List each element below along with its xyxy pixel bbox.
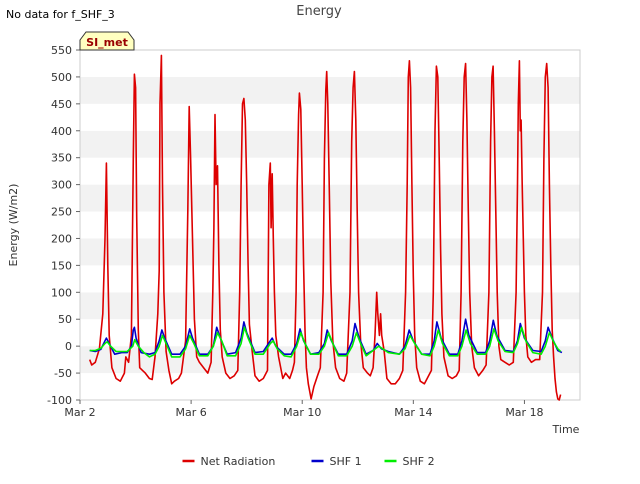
x-tick-label: Mar 10: [283, 406, 321, 419]
y-tick-label: 0: [65, 340, 72, 353]
legend-label-net-radiation: Net Radiation: [201, 455, 276, 468]
series-line-net-radiation: [88, 54, 562, 401]
x-axis-label: Time: [552, 423, 580, 436]
y-tick-label: 300: [51, 179, 72, 192]
grid-band: [80, 373, 580, 400]
grid-band: [80, 292, 580, 320]
y-tick-label: 200: [51, 232, 72, 245]
y-tick-label: 350: [51, 152, 72, 165]
y-tick-label: 50: [58, 313, 72, 326]
y-tick-label: -50: [54, 367, 72, 380]
y-tick-label: 250: [51, 206, 72, 219]
y-tick-label: -100: [47, 394, 72, 407]
y-tick-label: 550: [51, 44, 72, 57]
legend: Net Radiation SHF 1 SHF 2: [182, 455, 435, 468]
badge-label: SI_met: [86, 36, 128, 49]
legend-label-shf-2: SHF 2: [403, 455, 435, 468]
badge-shape: [79, 31, 135, 51]
y-tick-label: 450: [51, 98, 72, 111]
grid-band: [80, 50, 580, 77]
y-axis-ticks: -100 -50 0 50 100 150 200 250 300 350 400 450 500 550: [47, 44, 80, 407]
grid-band: [80, 346, 580, 374]
plot-frame: [79, 49, 581, 401]
y-tick-label: 400: [51, 125, 72, 138]
y-tick-label: 150: [51, 259, 72, 272]
y-tick-label: 100: [51, 286, 72, 299]
status-note: No data for f_SHF_3: [6, 8, 115, 21]
legend-label-shf-1: SHF 1: [330, 455, 362, 468]
si-met-badge: SI_met: [79, 31, 135, 51]
series-group: [88, 54, 563, 401]
grid-band: [80, 103, 580, 131]
grid-band: [80, 157, 580, 185]
y-tick-label: 500: [51, 71, 72, 84]
series-line-shf-1: [89, 318, 563, 355]
series-line-shf-2: [89, 326, 562, 358]
y-axis-label: Energy (W/m2): [7, 184, 20, 267]
grid-band: [80, 319, 580, 347]
x-tick-label: Mar 18: [505, 406, 543, 419]
x-tick-label: Mar 6: [175, 406, 206, 419]
chart-title: Energy: [296, 4, 342, 19]
grid-band: [80, 76, 580, 104]
x-tick-label: Mar 2: [64, 406, 95, 419]
x-axis-ticks: Mar 2 Mar 6 Mar 10 Mar 14 Mar 18: [64, 400, 544, 419]
grid-band: [80, 130, 580, 158]
x-tick-label: Mar 14: [394, 406, 432, 419]
